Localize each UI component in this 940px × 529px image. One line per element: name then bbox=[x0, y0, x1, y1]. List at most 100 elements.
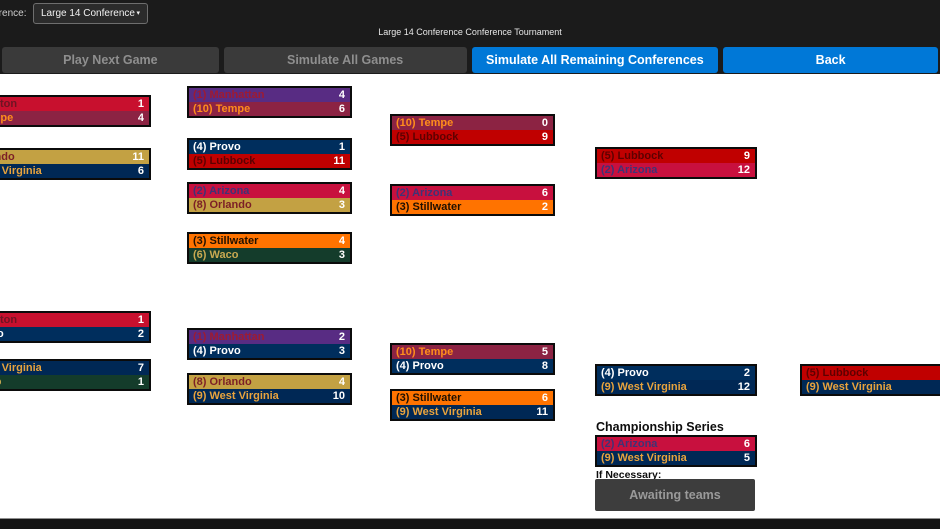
team-label: (2) Arizona bbox=[601, 164, 658, 176]
conference-dropdown[interactable]: Large 14 Conference ▾ bbox=[33, 3, 148, 24]
team-label: (5) Lubbock bbox=[806, 367, 869, 379]
team-row: (4) Provo 2 bbox=[597, 366, 755, 380]
team-label: (10) Tempe bbox=[0, 112, 14, 124]
team-score: 7 bbox=[137, 362, 144, 374]
top-bar: Conference: Large 14 Conference ▾ Large … bbox=[0, 0, 940, 46]
team-score: 1 bbox=[338, 141, 345, 153]
team-score: 11 bbox=[132, 151, 144, 163]
toolbar-button-back[interactable]: Back bbox=[723, 47, 938, 73]
chevron-down-icon: ▾ bbox=[136, 10, 140, 17]
team-score: 3 bbox=[338, 249, 345, 261]
team-label: (9) West Virginia bbox=[0, 362, 42, 374]
matchup-w8: (2) Arizona 6 (3) Stillwater 2 bbox=[390, 184, 555, 216]
team-label: (4) Provo bbox=[193, 141, 241, 153]
team-score: 2 bbox=[338, 331, 345, 343]
team-row: (9) West Virginia 6 bbox=[0, 164, 149, 178]
team-row: (9) West Virginia 10 bbox=[189, 389, 350, 403]
team-row: (5) Lubbock bbox=[802, 366, 940, 380]
matchup-l7: (4) Provo 2 (9) West Virginia 12 bbox=[595, 364, 757, 396]
matchup-w3: (1) Manhattan 4 (10) Tempe 6 bbox=[187, 86, 352, 118]
awaiting-teams-button[interactable]: Awaiting teams bbox=[595, 479, 755, 511]
team-label: (5) Lubbock bbox=[601, 150, 664, 162]
team-row: (10) Tempe 5 bbox=[392, 345, 553, 359]
matchup-l6: (3) Stillwater 6 (9) West Virginia 11 bbox=[390, 389, 555, 421]
team-label: (9) West Virginia bbox=[601, 452, 687, 464]
team-label: (5) Lubbock bbox=[193, 155, 256, 167]
matchup-w7: (10) Tempe 0 (5) Lubbock 9 bbox=[390, 114, 555, 146]
team-row: (1) Manhattan 2 bbox=[189, 330, 350, 344]
team-row: (5) Lubbock 11 bbox=[189, 154, 350, 168]
team-score: 4 bbox=[338, 185, 345, 197]
team-row: (6) Waco 3 bbox=[189, 248, 350, 262]
team-row: (10) Tempe 6 bbox=[189, 102, 350, 116]
team-row: (4) Provo 8 bbox=[392, 359, 553, 373]
toolbar-button-simulate-all-games[interactable]: Simulate All Games bbox=[223, 47, 467, 73]
team-score: 12 bbox=[737, 164, 750, 176]
team-label: (3) Stillwater bbox=[193, 235, 259, 247]
team-label: (10) Tempe bbox=[396, 346, 454, 358]
team-label: (6) Waco bbox=[193, 249, 239, 261]
team-score: 10 bbox=[332, 390, 345, 402]
team-row: (9) West Virginia 7 bbox=[0, 361, 149, 375]
team-row: (6) Waco1 bbox=[0, 375, 149, 389]
team-score: 4 bbox=[338, 89, 345, 101]
team-label: (7) Houston bbox=[0, 314, 18, 326]
team-score: 4 bbox=[338, 235, 345, 247]
team-row: (8) Orlando 4 bbox=[189, 375, 350, 389]
team-label: (4) Provo bbox=[193, 345, 241, 357]
page-title: Large 14 Conference Conference Tournamen… bbox=[378, 27, 562, 37]
team-label: (2) Arizona bbox=[193, 185, 250, 197]
team-score: 6 bbox=[338, 103, 345, 115]
matchup-l1: (7) Houston 1 (4) Provo 2 bbox=[0, 311, 151, 343]
team-score: 3 bbox=[338, 199, 345, 211]
bracket-area: Winners Bracket Losers Bracket Champions… bbox=[0, 74, 940, 518]
team-row: (10) Tempe 4 bbox=[0, 111, 149, 125]
matchup-w9: (5) Lubbock 9 (2) Arizona 12 bbox=[595, 147, 757, 179]
team-row: (4) Provo 2 bbox=[0, 327, 149, 341]
team-row: (8) Orlando 11 bbox=[0, 150, 149, 164]
toolbar-button-simulate-all-remaining-conferences[interactable]: Simulate All Remaining Conferences bbox=[471, 47, 719, 73]
team-label: (3) Stillwater bbox=[396, 201, 462, 213]
team-label: (4) Provo bbox=[601, 367, 649, 379]
matchup-l3: (1) Manhattan 2 (4) Provo 3 bbox=[187, 328, 352, 360]
team-row: (9) West Virginia 11 bbox=[392, 405, 553, 419]
team-score: 3 bbox=[338, 345, 345, 357]
team-score: 11 bbox=[333, 155, 345, 167]
team-score: 4 bbox=[137, 112, 144, 124]
team-row: (1) Manhattan 4 bbox=[189, 88, 350, 102]
team-score: 6 bbox=[541, 187, 548, 199]
team-row: (4) Provo 3 bbox=[189, 344, 350, 358]
team-label: (4) Provo bbox=[396, 360, 444, 372]
team-score: 9 bbox=[541, 131, 548, 143]
matchup-l5: (10) Tempe 5 (4) Provo 8 bbox=[390, 343, 555, 375]
team-score: 12 bbox=[737, 381, 750, 393]
team-row: (4) Provo 1 bbox=[189, 140, 350, 154]
matchup-w6: (3) Stillwater 4 (6) Waco 3 bbox=[187, 232, 352, 264]
conference-label: Conference: bbox=[0, 8, 27, 19]
team-row: (7) Houston 1 bbox=[0, 97, 149, 111]
toolbar-button-play-next-game[interactable]: Play Next Game bbox=[2, 47, 219, 73]
team-label: (6) Waco bbox=[0, 375, 138, 389]
team-score: 6 bbox=[137, 165, 144, 177]
matchup-c1: (2) Arizona 6 (9) West Virginia 5 bbox=[595, 435, 757, 467]
team-score: 2 bbox=[743, 367, 750, 379]
team-score: 5 bbox=[541, 346, 548, 358]
team-row: (3) Stillwater 4 bbox=[189, 234, 350, 248]
matchup-w4: (4) Provo 1 (5) Lubbock 11 bbox=[187, 138, 352, 170]
team-score: 5 bbox=[743, 452, 750, 464]
matchup-w2: (8) Orlando 11 (9) West Virginia 6 bbox=[0, 148, 151, 180]
team-label: (2) Arizona bbox=[396, 187, 453, 199]
team-score: 6 bbox=[743, 438, 750, 450]
team-row: (9) West Virginia 12 bbox=[597, 380, 755, 394]
team-score: 1 bbox=[137, 314, 144, 326]
if-necessary-label: If Necessary: bbox=[596, 469, 662, 481]
team-row: (7) Houston 1 bbox=[0, 313, 149, 327]
team-row: (3) Stillwater 6 bbox=[392, 391, 553, 405]
team-label: (9) West Virginia bbox=[806, 381, 892, 393]
team-row: (3) Stillwater 2 bbox=[392, 200, 553, 214]
team-label: (4) Provo bbox=[0, 328, 4, 340]
team-score: 0 bbox=[541, 117, 548, 129]
team-score: 2 bbox=[541, 201, 548, 213]
team-row: (9) West Virginia 5 bbox=[597, 451, 755, 465]
team-label: (9) West Virginia bbox=[396, 406, 482, 418]
